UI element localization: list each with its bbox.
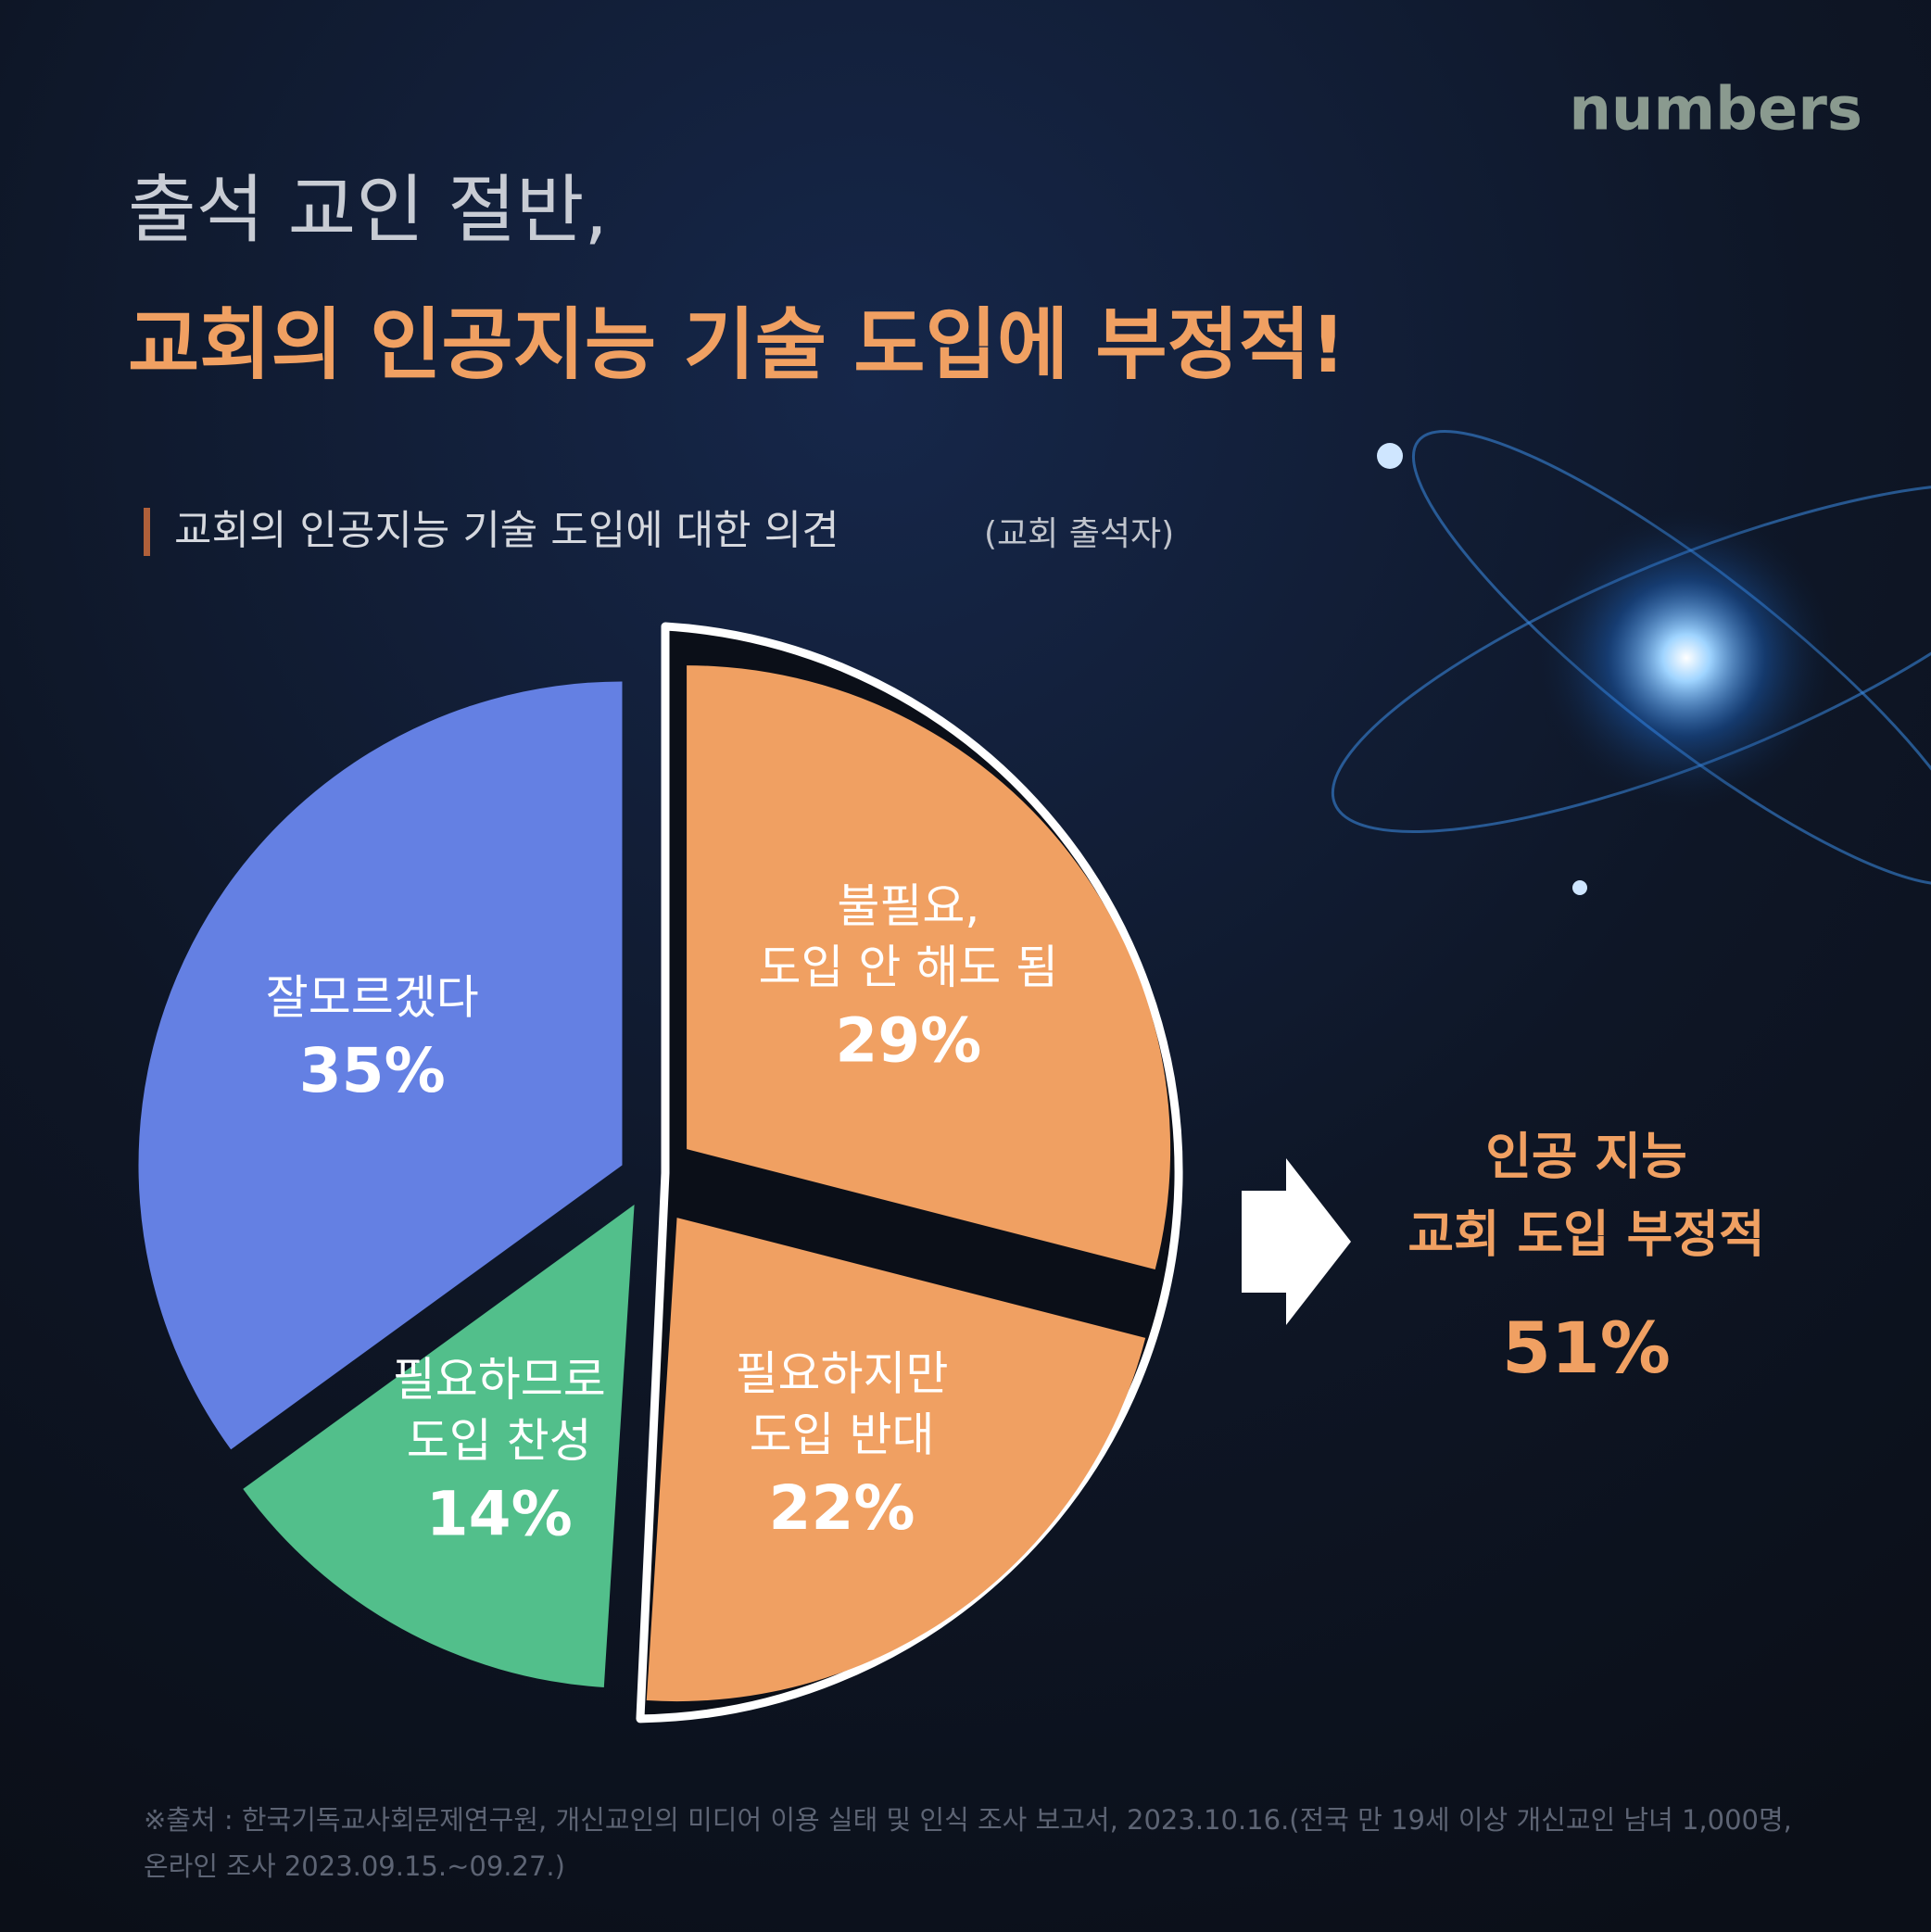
annotation-value: 51%: [1502, 1307, 1671, 1389]
pie-slice: [138, 681, 623, 1450]
slice-label: 필요하므로: [393, 1353, 606, 1407]
slice-label: 불필요,: [837, 879, 979, 933]
slice-label: 필요하지만: [736, 1347, 949, 1401]
chart-title: 교회의 인공지능 기술 도입에 대한 의견: [174, 507, 839, 554]
arrow: [1242, 1158, 1351, 1325]
slice-value: 22%: [769, 1472, 915, 1544]
slice-label: 도입 안 해도 됨: [758, 941, 1058, 994]
annotation-label: 교회 도입 부정적: [1407, 1206, 1764, 1264]
slice-value: 35%: [299, 1035, 446, 1106]
slice-label: 도입 반대: [750, 1408, 935, 1462]
source: ※출처 : 한국기독교사회문제연구원, 개신교인의 미디어 이용 실태 및 인식…: [144, 1804, 1792, 1836]
pie-slice: [646, 1218, 1146, 1702]
logo: numbers: [1569, 76, 1862, 145]
chart-subtitle: (교회 출석자): [984, 515, 1174, 553]
subtitle-bar: [144, 508, 150, 556]
title-line: 교회의 인공지능 기술 도입에 부정적!: [128, 299, 1346, 390]
slice-value: 14%: [426, 1478, 573, 1549]
title-line: 출석 교인 절반,: [128, 167, 608, 253]
slice-label: 잘모르겠다: [266, 971, 479, 1025]
annotation-label: 인공 지능: [1485, 1128, 1687, 1186]
pie-slice: [687, 665, 1171, 1269]
slice-label: 도입 찬성: [407, 1414, 592, 1468]
slice-value: 29%: [835, 1005, 981, 1077]
pie-slice: [243, 1205, 635, 1688]
source: 온라인 조사 2023.09.15.~09.27.): [144, 1850, 565, 1882]
decoration: [1331, 430, 1931, 895]
